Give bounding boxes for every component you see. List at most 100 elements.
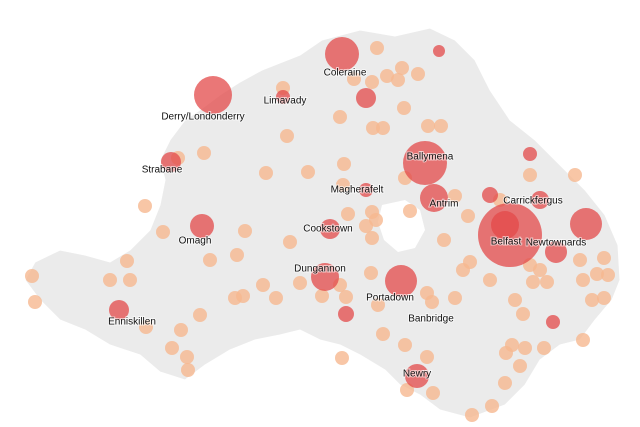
bubble — [311, 263, 339, 291]
small-bubble — [508, 293, 522, 307]
small-bubble — [335, 351, 349, 365]
small-bubble — [411, 67, 425, 81]
place-label: Banbridge — [408, 314, 454, 325]
small-bubble — [437, 233, 451, 247]
small-bubble — [120, 254, 134, 268]
small-bubble — [139, 320, 153, 334]
small-bubble — [540, 275, 554, 289]
small-bubble — [426, 386, 440, 400]
bubble — [403, 141, 447, 185]
place-label: Limavady — [264, 96, 307, 107]
small-bubble — [576, 333, 590, 347]
bubble — [491, 211, 519, 239]
small-bubble — [597, 291, 611, 305]
small-bubble — [341, 207, 355, 221]
small-bubble — [465, 408, 479, 422]
small-bubble — [376, 121, 390, 135]
small-bubble — [573, 253, 587, 267]
small-bubble — [181, 363, 195, 377]
small-bubble — [590, 267, 604, 281]
small-bubble — [485, 399, 499, 413]
bubble — [194, 76, 232, 114]
small-bubble — [28, 295, 42, 309]
small-bubble — [463, 255, 477, 269]
small-bubble — [420, 350, 434, 364]
small-bubble — [448, 189, 462, 203]
small-bubble — [533, 263, 547, 277]
small-bubble — [283, 235, 297, 249]
small-bubble — [293, 276, 307, 290]
small-bubble — [568, 168, 582, 182]
small-bubble — [339, 290, 353, 304]
place-label: Belfast — [491, 237, 522, 248]
small-bubble — [391, 73, 405, 87]
place-label: Coleraine — [324, 68, 367, 79]
small-bubble — [123, 273, 137, 287]
small-bubble — [180, 350, 194, 364]
place-label: Omagh — [179, 236, 212, 247]
small-bubble — [398, 338, 412, 352]
bubble — [320, 219, 340, 239]
small-bubble — [421, 119, 435, 133]
small-bubble — [238, 224, 252, 238]
small-bubble — [138, 199, 152, 213]
bubble — [523, 147, 537, 161]
small-bubble — [601, 268, 615, 282]
small-bubble — [448, 291, 462, 305]
bubble — [531, 191, 549, 209]
small-bubble — [364, 266, 378, 280]
small-bubble — [193, 308, 207, 322]
place-label: Ballymena — [407, 152, 454, 163]
small-bubble — [425, 295, 439, 309]
small-bubble — [434, 119, 448, 133]
bubble — [356, 88, 376, 108]
place-label: Newry — [403, 369, 431, 380]
small-bubble — [301, 165, 315, 179]
small-bubble — [25, 269, 39, 283]
bubble — [420, 184, 448, 212]
bubble — [109, 300, 129, 320]
bubble — [359, 183, 373, 197]
bubble — [546, 315, 560, 329]
small-bubble — [499, 346, 513, 360]
small-bubble — [230, 248, 244, 262]
place-label: Antrim — [430, 199, 459, 210]
small-bubble — [371, 298, 385, 312]
small-bubble — [269, 291, 283, 305]
small-bubble — [366, 121, 380, 135]
small-bubble — [359, 219, 373, 233]
bubble — [482, 187, 498, 203]
small-bubble — [280, 129, 294, 143]
small-bubble — [337, 157, 351, 171]
small-bubble — [403, 204, 417, 218]
small-bubble — [397, 101, 411, 115]
bubble — [190, 214, 214, 238]
small-bubble — [395, 61, 409, 75]
small-bubble — [365, 75, 379, 89]
bubble — [161, 152, 181, 172]
small-bubble — [518, 341, 532, 355]
small-bubble — [523, 168, 537, 182]
place-label: Magherafelt — [331, 185, 384, 196]
small-bubble — [315, 289, 329, 303]
small-bubble — [376, 327, 390, 341]
bubble — [385, 265, 417, 297]
place-label: Strabane — [142, 165, 183, 176]
small-bubble — [259, 166, 273, 180]
small-bubble — [526, 275, 540, 289]
bubble — [405, 364, 429, 388]
bubble — [545, 241, 567, 263]
small-bubble — [498, 376, 512, 390]
bubble — [325, 37, 359, 71]
small-bubble — [103, 273, 117, 287]
small-bubble — [228, 291, 242, 305]
place-label: Carrickfergus — [503, 196, 562, 207]
small-bubble — [400, 383, 414, 397]
small-bubble — [513, 359, 527, 373]
small-bubble — [483, 273, 497, 287]
small-bubble — [347, 72, 361, 86]
place-label: Enniskillen — [108, 317, 156, 328]
small-bubble — [597, 251, 611, 265]
small-bubble — [336, 178, 350, 192]
small-bubble — [370, 41, 384, 55]
